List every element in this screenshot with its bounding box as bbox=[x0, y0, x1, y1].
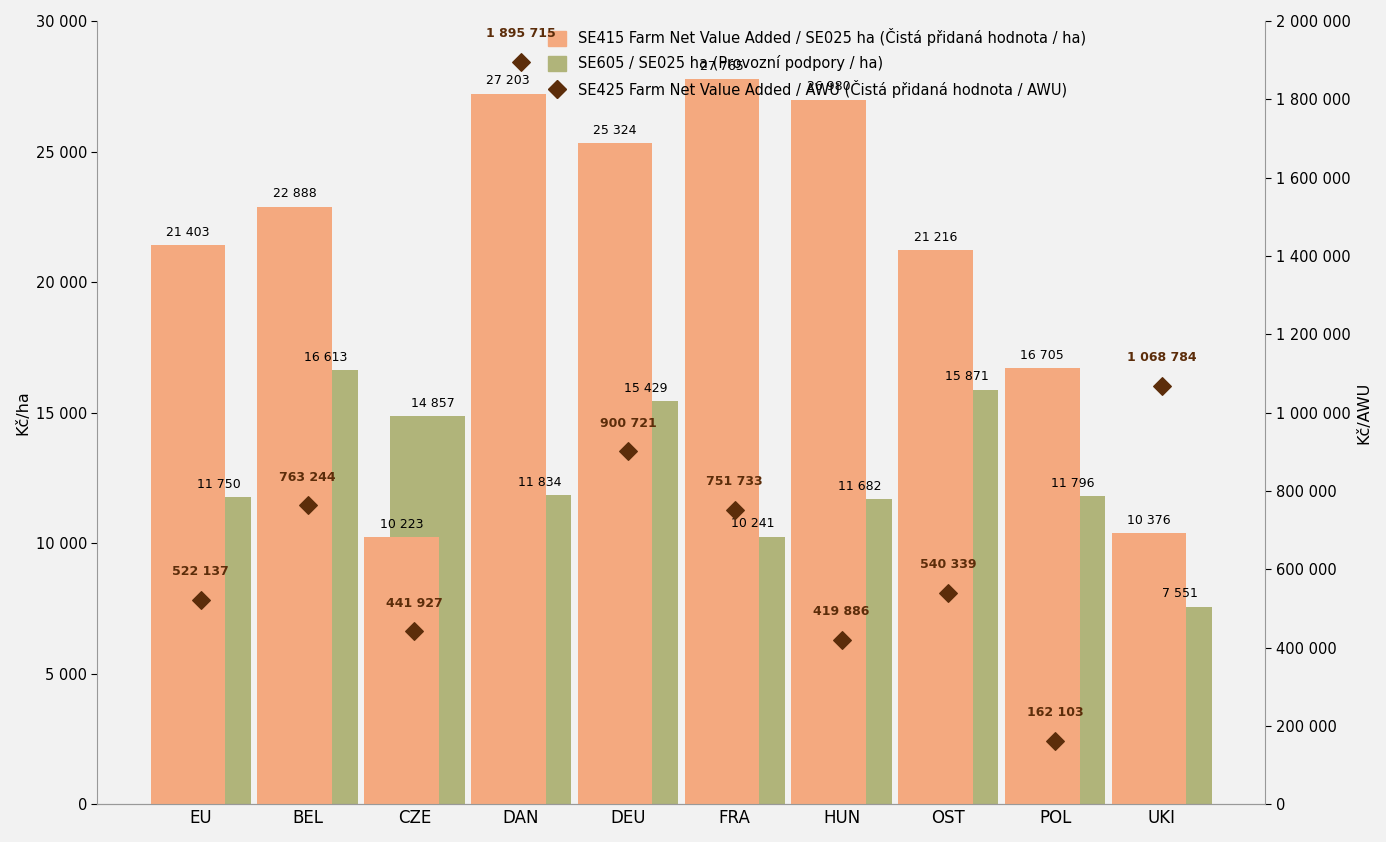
Text: 27 765: 27 765 bbox=[700, 60, 744, 72]
Text: 16 613: 16 613 bbox=[304, 351, 348, 364]
Bar bbox=[283, 370, 358, 804]
Bar bbox=[1005, 368, 1080, 804]
Bar bbox=[389, 416, 464, 804]
Legend: SE415 Farm Net Value Added / SE025 ha (Čistá přidaná hodnota / ha), SE605 / SE02: SE415 Farm Net Value Added / SE025 ha (Č… bbox=[549, 29, 1085, 98]
Text: 15 429: 15 429 bbox=[624, 381, 668, 395]
Text: 522 137: 522 137 bbox=[172, 565, 229, 578]
Text: 25 324: 25 324 bbox=[593, 124, 636, 136]
Point bbox=[723, 503, 746, 516]
Bar bbox=[258, 206, 333, 804]
Bar bbox=[365, 537, 439, 804]
Bar bbox=[603, 402, 678, 804]
Text: 22 888: 22 888 bbox=[273, 187, 316, 200]
Bar bbox=[1031, 496, 1105, 804]
Point bbox=[830, 633, 852, 647]
Y-axis label: Kč/ha: Kč/ha bbox=[15, 390, 30, 435]
Point bbox=[403, 625, 426, 638]
Text: 162 103: 162 103 bbox=[1027, 706, 1084, 719]
Text: 441 927: 441 927 bbox=[385, 597, 442, 610]
Y-axis label: Kč/AWU: Kč/AWU bbox=[1356, 381, 1371, 444]
Text: 11 750: 11 750 bbox=[197, 478, 241, 491]
Text: 10 376: 10 376 bbox=[1127, 514, 1171, 527]
Bar bbox=[151, 245, 226, 804]
Text: 10 223: 10 223 bbox=[380, 518, 423, 530]
Bar bbox=[685, 79, 760, 804]
Text: 1 068 784: 1 068 784 bbox=[1127, 351, 1196, 364]
Text: 10 241: 10 241 bbox=[730, 517, 775, 530]
Point bbox=[297, 498, 319, 512]
Point bbox=[510, 55, 532, 68]
Text: 540 339: 540 339 bbox=[920, 558, 977, 571]
Text: 11 796: 11 796 bbox=[1052, 477, 1095, 490]
Bar bbox=[898, 250, 973, 804]
Text: 7 551: 7 551 bbox=[1161, 588, 1198, 600]
Bar bbox=[578, 143, 653, 804]
Text: 16 705: 16 705 bbox=[1020, 349, 1064, 361]
Bar bbox=[471, 94, 546, 804]
Text: 11 834: 11 834 bbox=[517, 476, 561, 488]
Text: 419 886: 419 886 bbox=[814, 605, 869, 618]
Bar bbox=[923, 390, 998, 804]
Text: 1 895 715: 1 895 715 bbox=[486, 27, 556, 40]
Text: 11 682: 11 682 bbox=[839, 480, 881, 493]
Bar bbox=[176, 498, 251, 804]
Point bbox=[617, 445, 639, 458]
Text: 27 203: 27 203 bbox=[486, 74, 529, 88]
Bar bbox=[1112, 533, 1186, 804]
Point bbox=[937, 586, 959, 600]
Point bbox=[190, 593, 212, 606]
Text: 763 244: 763 244 bbox=[279, 471, 335, 484]
Bar bbox=[791, 100, 866, 804]
Text: 21 403: 21 403 bbox=[166, 226, 209, 239]
Point bbox=[1150, 379, 1173, 392]
Text: 900 721: 900 721 bbox=[600, 417, 657, 430]
Bar bbox=[816, 499, 891, 804]
Point bbox=[1044, 734, 1066, 748]
Text: 26 980: 26 980 bbox=[807, 80, 851, 93]
Bar bbox=[710, 537, 784, 804]
Text: 15 871: 15 871 bbox=[945, 370, 988, 383]
Bar bbox=[496, 495, 571, 804]
Text: 21 216: 21 216 bbox=[913, 231, 958, 244]
Text: 14 857: 14 857 bbox=[410, 397, 455, 410]
Text: 751 733: 751 733 bbox=[707, 475, 764, 488]
Bar bbox=[1138, 607, 1213, 804]
